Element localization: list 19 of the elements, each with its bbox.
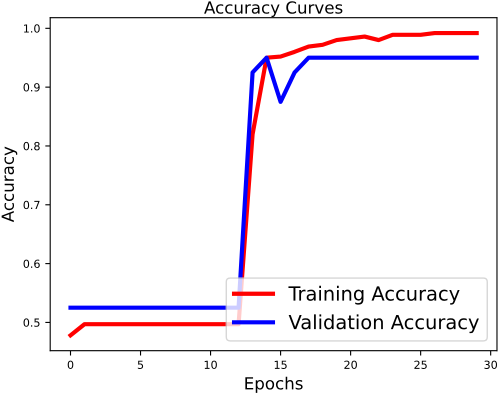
y-tick-label: 0.6 bbox=[24, 260, 40, 268]
x-tick-label: 10 bbox=[204, 360, 217, 369]
x-tick-label: 25 bbox=[414, 360, 427, 369]
x-tick-label: 5 bbox=[138, 360, 144, 369]
chart-title: Accuracy Curves bbox=[204, 1, 342, 18]
y-tick-label: 1.0 bbox=[24, 24, 40, 33]
x-tick-label: 30 bbox=[484, 360, 498, 369]
y-tick-label: 0.8 bbox=[24, 142, 40, 150]
x-tick-label: 0 bbox=[68, 360, 74, 369]
line-series bbox=[68, 56, 479, 310]
y-tick-label: 0.7 bbox=[24, 200, 40, 210]
legend-label: Training Accuracy bbox=[288, 286, 460, 305]
x-tick-label: 15 bbox=[274, 360, 287, 369]
x-tick-label: 20 bbox=[344, 360, 357, 369]
legend-label: Validation Accuracy bbox=[288, 314, 479, 334]
y-axis-title: Accuracy bbox=[2, 146, 18, 222]
y-tick-label: 0.5 bbox=[24, 318, 40, 327]
x-axis-title: Epochs bbox=[245, 376, 303, 393]
y-tick-label: 0.9 bbox=[24, 83, 40, 92]
